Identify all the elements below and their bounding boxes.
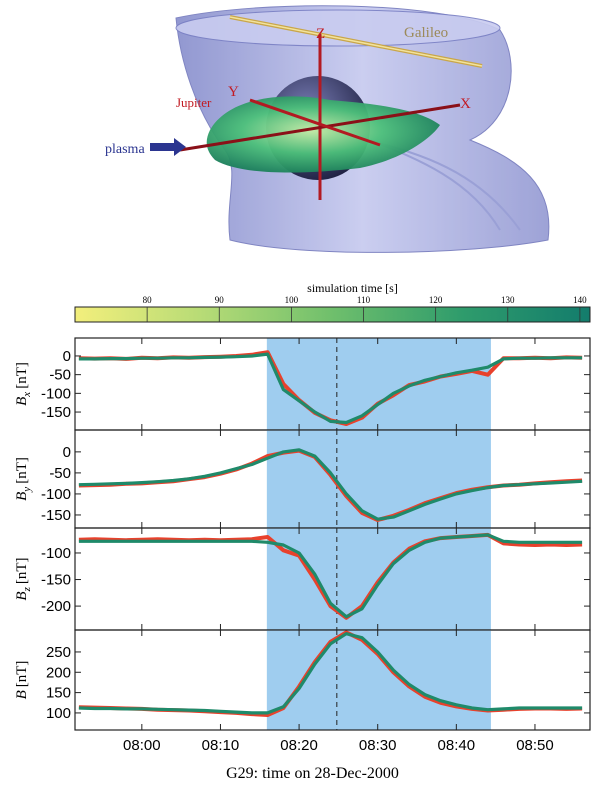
y-axis-subscript: x [21,392,33,398]
y-axis-label: By [nT] [14,457,33,501]
plasma-arrow [150,138,186,156]
y-tick-label: 150 [46,685,71,702]
y-axis-label: Bx [nT] [14,362,33,406]
field-trace [78,632,583,715]
x-label: X [460,96,471,112]
colorbar-tick-label: 90 [215,295,225,305]
surface-top [175,9,501,47]
galileo-label: Galileo [404,25,448,41]
render-3d: Galileo Z Y X Jupiter plasma [105,5,550,253]
colorbar-title: simulation time [s] [307,281,398,295]
y-axis-symbol: B [14,397,30,406]
event-interval [266,630,491,730]
z-label: Z [316,26,325,42]
y-tick-label: -200 [41,598,71,615]
event-interval [266,430,491,528]
y-axis-subscript: y [21,487,33,493]
y-tick-label: 0 [63,348,71,365]
colorbar-tick-label: 100 [285,295,299,305]
y-axis-symbol: B [14,591,30,600]
y-tick-label: -100 [41,385,71,402]
colorbar-tick-label: 140 [573,295,587,305]
x-tick-label: 08:30 [359,737,397,754]
y-axis-unit: [nT] [14,457,30,484]
axis-y [249,98,381,147]
y-axis-symbol: B [14,492,30,501]
y-axis-subscript: z [21,586,33,592]
x-tick-label: 08:00 [123,737,161,754]
y-axis-symbol: B [14,690,30,699]
y-tick-label: 200 [46,664,71,681]
y-tick-label: 0 [63,444,71,461]
event-interval [266,338,491,430]
x-tick-label: 08:40 [438,737,476,754]
field-trace [78,533,583,619]
colorbar-tick-label: 110 [357,295,371,305]
colorbar [74,306,591,323]
y-axis-unit: [nT] [14,661,30,688]
x-axis-label: G29: time on 28-Dec-2000 [226,765,399,782]
x-tick-label: 08:50 [516,737,554,754]
y-tick-label: -100 [41,545,71,562]
x-tick-label: 08:20 [280,737,318,754]
field-trace [78,352,583,425]
colorbar-tick-label: 130 [501,295,515,305]
y-axis-unit: [nT] [14,557,30,584]
galileo-trajectory-highlight [229,16,483,67]
y-tick-label: -100 [41,486,71,503]
colorbar-tick-label: 80 [143,295,153,305]
y-tick-label: -150 [41,507,71,524]
x-tick-label: 08:10 [202,737,240,754]
y-tick-label: -150 [41,572,71,589]
y-tick-label: -150 [41,404,71,421]
plasma-label: plasma [105,142,145,157]
y-axis-unit: [nT] [14,362,30,389]
y-tick-label: -50 [49,367,71,384]
y-tick-label: 250 [46,644,71,661]
axis-x [179,103,461,152]
colorbar-tick-label: 120 [429,295,443,305]
y-tick-label: 100 [46,705,71,722]
jupiter-label: Jupiter [176,95,212,110]
y-axis-label: Bz [nT] [14,557,33,600]
field-trace [78,448,583,521]
plasma-interaction-region [206,96,440,173]
y-tick-label: -50 [49,465,71,482]
y-axis-label: B [nT] [14,661,30,700]
y-label: Y [228,84,239,100]
panel-frame [74,629,591,731]
